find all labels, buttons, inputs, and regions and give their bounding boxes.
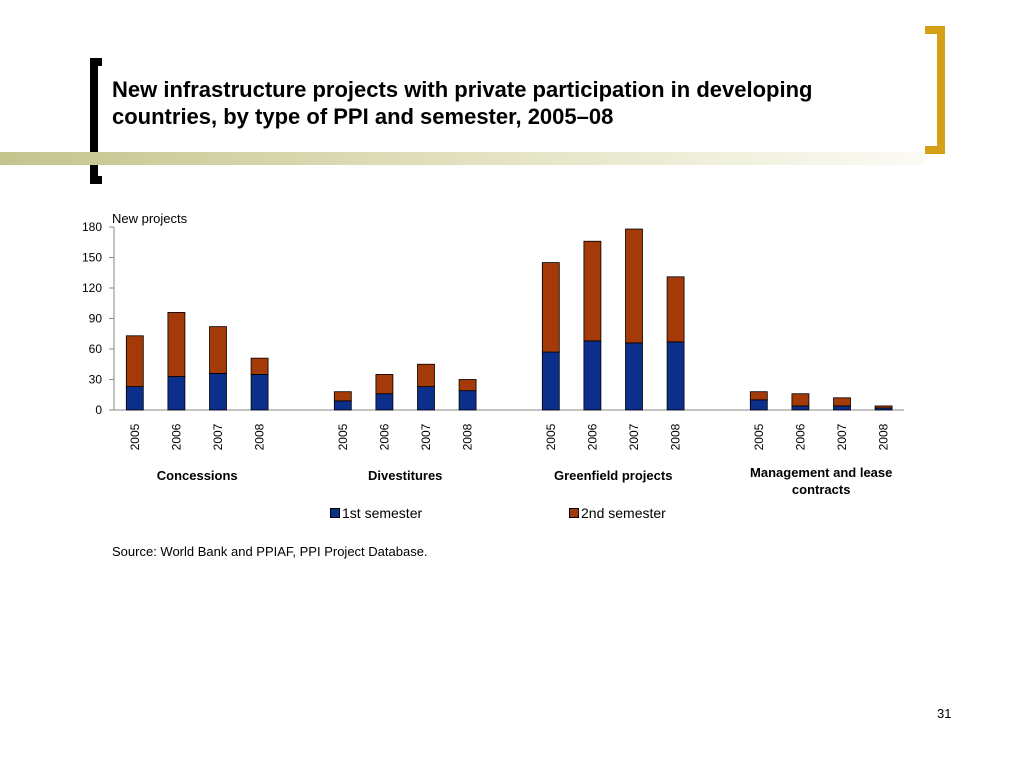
x-group-label-line: Management and lease <box>750 465 892 480</box>
legend-label-first-semester: 1st semester <box>342 505 423 521</box>
bar-second-semester <box>625 228 643 344</box>
legend-item-second-semester: 2nd semester <box>569 505 666 521</box>
bar-second-semester <box>583 240 602 342</box>
bar-first-semester <box>749 399 768 411</box>
x-tick-label-year: 2008 <box>461 423 475 450</box>
y-axis-unit-label: New projects <box>112 211 188 226</box>
left-bracket-decoration <box>90 58 102 184</box>
bar-second-semester <box>458 379 477 392</box>
legend-swatch-first-semester <box>330 508 340 518</box>
bar-second-semester <box>333 391 352 402</box>
bar-second-semester <box>874 405 893 409</box>
bar-first-semester <box>167 376 186 411</box>
bar-second-semester <box>666 276 685 343</box>
title-underline-bar <box>0 152 925 165</box>
bar-second-semester <box>417 363 435 388</box>
bar-first-semester <box>583 340 602 411</box>
bar-first-semester <box>458 390 477 411</box>
legend-swatch-second-semester <box>569 508 579 518</box>
y-tick-label: 0 <box>95 403 102 417</box>
legend-item-first-semester: 1st semester <box>330 505 422 521</box>
x-tick-label-year: 2005 <box>128 423 142 450</box>
y-tick-label: 60 <box>89 342 103 356</box>
x-group-label: Greenfield projects <box>554 468 672 483</box>
x-group-label: Management and lease contracts <box>750 465 892 497</box>
bar-second-semester <box>749 391 768 401</box>
bar-first-semester <box>125 386 144 411</box>
x-tick-label-year: 2008 <box>877 423 891 450</box>
x-group-label: Concessions <box>157 468 238 483</box>
bar-first-semester <box>541 351 560 411</box>
bar-first-semester <box>250 374 269 411</box>
bar-second-semester <box>833 397 851 407</box>
y-tick-label: 150 <box>82 251 102 265</box>
y-tick-label: 180 <box>82 220 102 234</box>
x-group-label-line: contracts <box>792 482 851 497</box>
y-tick-label: 30 <box>89 373 103 387</box>
x-tick-label-year: 2006 <box>169 423 183 450</box>
y-tick-label: 120 <box>82 281 102 295</box>
x-tick-label-year: 2007 <box>211 423 225 450</box>
x-tick-label-year: 2007 <box>419 423 433 450</box>
x-tick-label-year: 2005 <box>544 423 558 450</box>
x-tick-label-year: 2006 <box>585 423 599 450</box>
x-group-label: Divestitures <box>368 468 442 483</box>
bar-first-semester <box>375 393 394 411</box>
bar-first-semester <box>833 405 851 411</box>
x-tick-label-year: 2006 <box>377 423 391 450</box>
bar-second-semester <box>250 357 269 375</box>
x-tick-label-year: 2007 <box>627 423 641 450</box>
bar-second-semester <box>541 262 560 353</box>
right-bracket-decoration <box>925 26 945 154</box>
x-tick-label-year: 2006 <box>793 423 807 450</box>
x-tick-label-year: 2008 <box>669 423 683 450</box>
bar-first-semester <box>666 341 685 411</box>
bar-second-semester <box>209 326 227 374</box>
x-tick-label-year: 2005 <box>336 423 350 450</box>
source-note: Source: World Bank and PPIAF, PPI Projec… <box>112 544 428 559</box>
slide-title: New infrastructure projects with private… <box>112 77 813 129</box>
stacked-bar-chart: 0 30 60 90 120 150 180 2005 2006 2007 2008 Concessi… <box>82 220 904 497</box>
bar-first-semester <box>333 400 352 411</box>
bar-second-semester <box>791 393 810 407</box>
legend-label-second-semester: 2nd semester <box>581 505 666 521</box>
bar-first-semester <box>625 342 643 411</box>
bar-second-semester <box>125 335 144 388</box>
x-tick-label-year: 2005 <box>752 423 766 450</box>
bar-first-semester <box>417 386 435 411</box>
x-tick-label-year: 2007 <box>835 423 849 450</box>
x-tick-label-year: 2008 <box>253 423 267 450</box>
bar-second-semester <box>375 374 394 395</box>
page-number: 31 <box>937 706 952 721</box>
bar-first-semester <box>209 372 227 411</box>
bar-second-semester <box>167 311 186 377</box>
bar-first-semester <box>791 405 810 411</box>
y-tick-label: 90 <box>89 312 103 326</box>
